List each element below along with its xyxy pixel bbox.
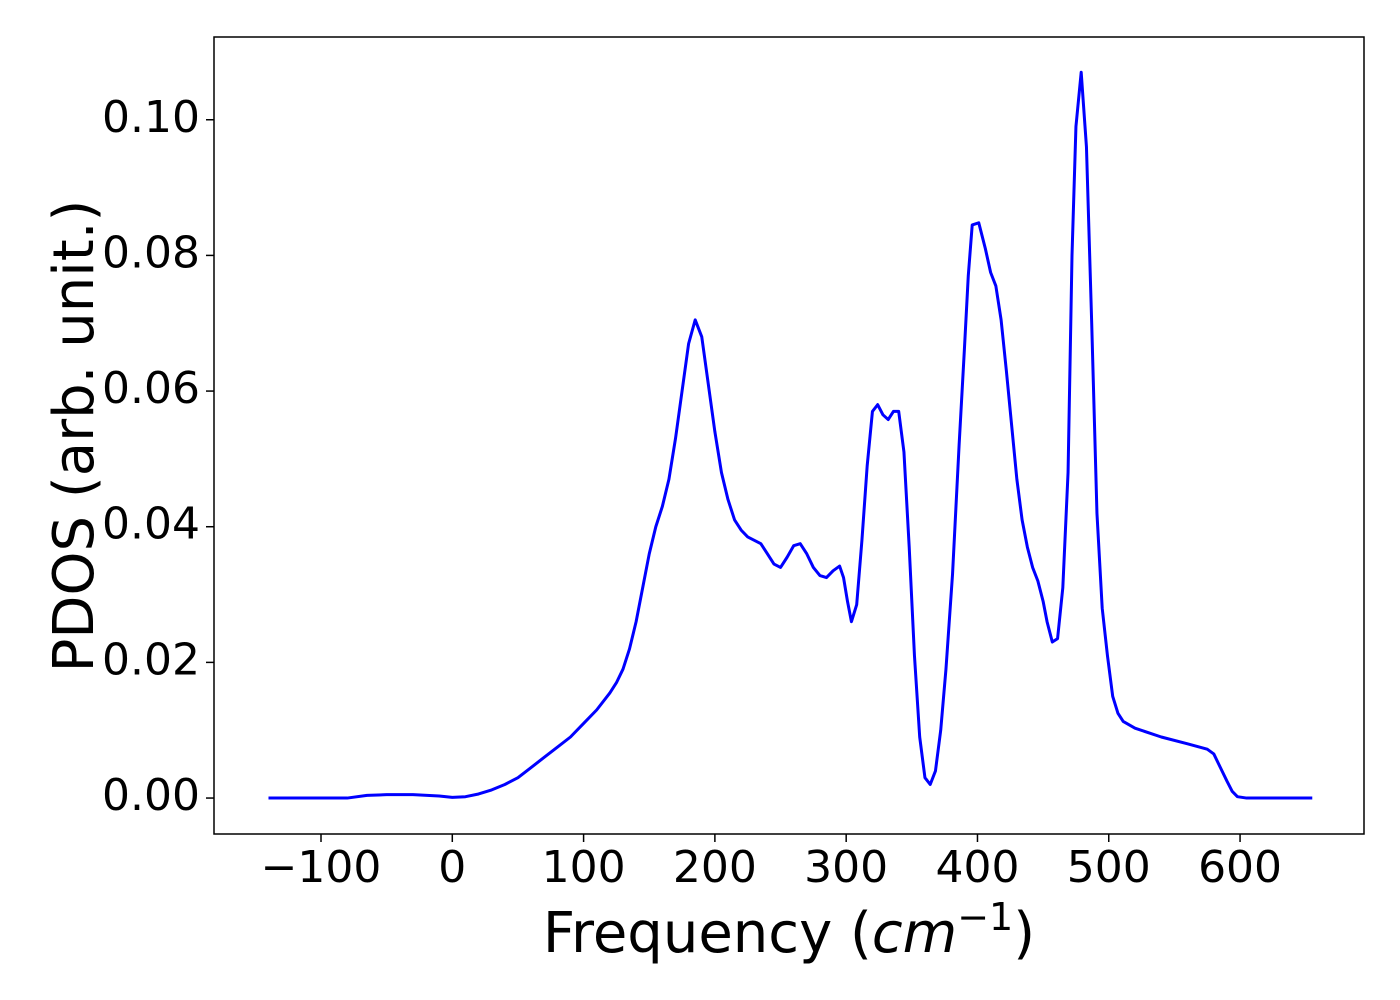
y-axis-label: PDOS (arb. unit.) bbox=[42, 200, 107, 673]
y-tick-label: 0.08 bbox=[102, 227, 200, 278]
y-tick-label: 0.04 bbox=[102, 499, 200, 550]
x-axis-label: Frequency (cm−1) bbox=[543, 895, 1035, 966]
data-line bbox=[268, 70, 1313, 800]
x-tick-label: 600 bbox=[1198, 842, 1282, 893]
x-tick-label: 500 bbox=[1067, 842, 1151, 893]
x-tick-label: 0 bbox=[438, 842, 466, 893]
y-tick-label: 0.02 bbox=[102, 634, 200, 685]
y-tick-label: 0.00 bbox=[102, 770, 200, 821]
x-tick-label: 400 bbox=[935, 842, 1019, 893]
x-tick-label: 100 bbox=[542, 842, 626, 893]
x-tick-label: 300 bbox=[804, 842, 888, 893]
x-label-exponent: −1 bbox=[957, 895, 1013, 939]
x-tick-label: −100 bbox=[261, 842, 382, 893]
y-tick-label: 0.06 bbox=[102, 363, 200, 414]
x-label-prefix: Frequency ( bbox=[543, 901, 872, 966]
y-tick-label: 0.10 bbox=[102, 92, 200, 143]
x-tick-label: 200 bbox=[673, 842, 757, 893]
plot-frame bbox=[213, 36, 1365, 835]
x-label-math: cm bbox=[872, 901, 957, 966]
x-label-suffix: ) bbox=[1013, 901, 1035, 966]
